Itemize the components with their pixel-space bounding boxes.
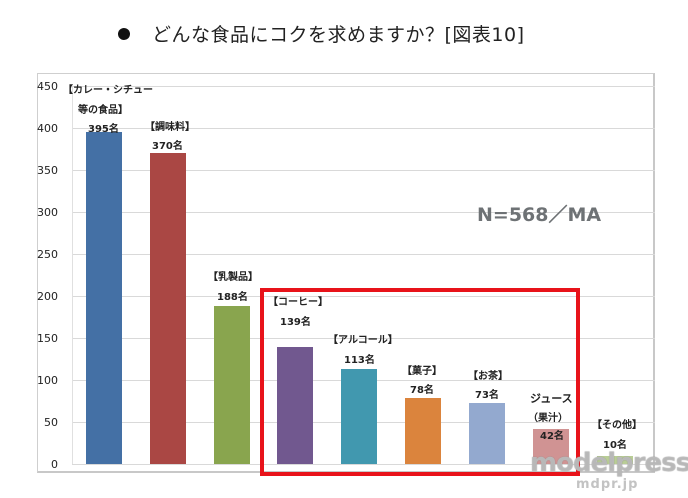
watermark-url: mdpr.jp bbox=[576, 477, 639, 492]
value-label: 73名 bbox=[475, 390, 499, 401]
category-label: 【その他】 bbox=[592, 420, 642, 431]
gridline-450 bbox=[72, 86, 655, 87]
y-tick: 50 bbox=[44, 416, 58, 429]
y-tick: 450 bbox=[37, 80, 58, 93]
y-tick: 200 bbox=[37, 290, 58, 303]
bar-sweets bbox=[405, 398, 441, 464]
category-label: 【カレー・シチュー bbox=[63, 85, 153, 96]
y-tick: 350 bbox=[37, 164, 58, 177]
value-label: 78名 bbox=[410, 385, 434, 396]
y-tick: 0 bbox=[51, 458, 58, 471]
value-label: 10名 bbox=[603, 440, 627, 451]
category-label: 【コーヒー】 bbox=[268, 297, 328, 308]
value-label: 395名 bbox=[88, 124, 119, 135]
gridline-200 bbox=[72, 296, 655, 297]
value-label: 370名 bbox=[152, 141, 183, 152]
gridline-300 bbox=[72, 212, 655, 213]
y-tick: 300 bbox=[37, 206, 58, 219]
bullet-icon bbox=[118, 27, 130, 40]
sample-size-annotation: N=568／MA bbox=[477, 204, 602, 226]
y-tick: 150 bbox=[37, 332, 58, 345]
y-tick: 400 bbox=[37, 122, 58, 135]
value-label: 188名 bbox=[217, 292, 248, 303]
watermark-logo: modelpress bbox=[530, 448, 688, 478]
category-label: 【アルコール】 bbox=[328, 335, 398, 346]
y-tick: 250 bbox=[37, 248, 58, 261]
gridline-250 bbox=[72, 254, 655, 255]
chart-title-text: どんな食品にコクを求めますか？[図表10] bbox=[152, 24, 525, 46]
value-label: 139名 bbox=[280, 317, 311, 328]
bar-coffee bbox=[277, 347, 313, 464]
gridline-150 bbox=[72, 338, 655, 339]
value-label: 42名 bbox=[540, 431, 564, 442]
bar-other bbox=[597, 456, 633, 464]
category-label: 等の食品】 bbox=[78, 105, 128, 116]
bar-seasoning bbox=[150, 153, 186, 464]
category-label: ジュース bbox=[530, 392, 573, 405]
bar-dairy bbox=[214, 306, 250, 464]
bar-curry bbox=[86, 132, 122, 464]
gridline-400 bbox=[72, 128, 655, 129]
category-label: 【調味料】 bbox=[145, 122, 195, 133]
y-tick: 100 bbox=[37, 374, 58, 387]
category-label: （果汁） bbox=[528, 413, 568, 424]
gridline-0 bbox=[72, 464, 655, 465]
gridline-350 bbox=[72, 170, 655, 171]
chart-title: どんな食品にコクを求めますか？[図表10] bbox=[118, 20, 525, 47]
bar-juice bbox=[533, 429, 569, 464]
y-axis-line bbox=[72, 86, 73, 464]
value-label: 113名 bbox=[344, 355, 375, 366]
bar-alcohol bbox=[341, 369, 377, 464]
bar-tea bbox=[469, 403, 505, 464]
category-label: 【菓子】 bbox=[402, 366, 442, 377]
category-label: 【乳製品】 bbox=[208, 272, 258, 283]
category-label: 【お茶】 bbox=[468, 371, 508, 382]
highlight-box bbox=[260, 288, 580, 476]
